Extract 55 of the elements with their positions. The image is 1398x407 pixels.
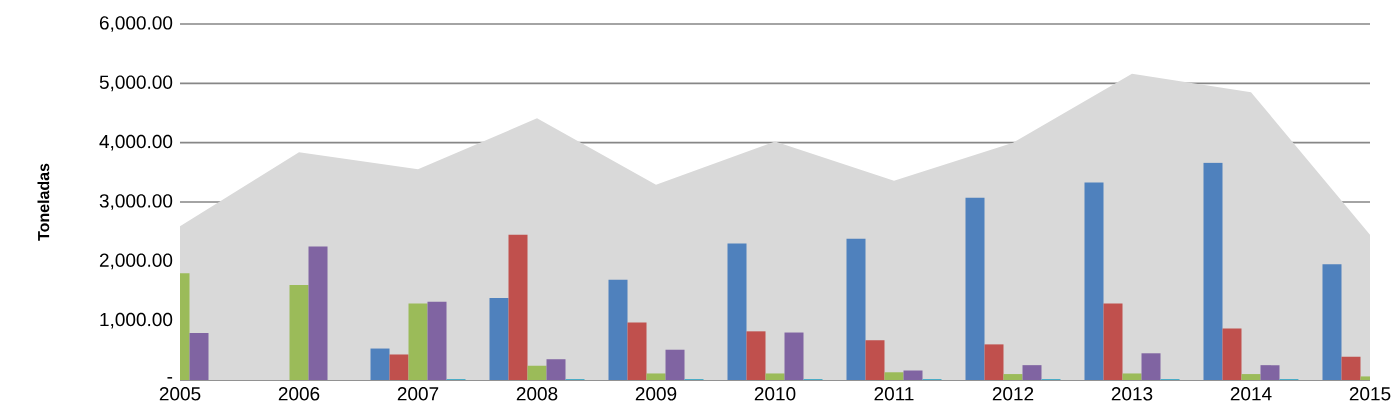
- y-tick-label: 5,000.00: [99, 75, 173, 92]
- y-axis-title: Toneladas: [37, 163, 50, 241]
- bar: [489, 298, 509, 380]
- x-tick-label: 2013: [1111, 386, 1153, 401]
- bar: [1022, 365, 1042, 380]
- bar: [903, 370, 923, 380]
- bar: [746, 331, 766, 380]
- bar: [1141, 353, 1161, 380]
- x-tick-label: 2011: [874, 386, 914, 401]
- bar: [1322, 264, 1342, 380]
- bar: [665, 349, 685, 380]
- bar: [1103, 303, 1123, 380]
- bar: [765, 373, 785, 380]
- bar: [408, 303, 428, 380]
- x-tick-label: 2012: [992, 386, 1034, 401]
- x-tick-label: 2009: [635, 386, 677, 401]
- bar: [289, 284, 309, 380]
- x-tick-label: 2007: [397, 386, 439, 401]
- bar: [865, 340, 885, 380]
- bar: [308, 246, 328, 380]
- x-tick-label: 2014: [1230, 386, 1272, 401]
- y-tick-label: 2,000.00: [99, 253, 173, 270]
- bar: [1222, 328, 1242, 380]
- bar: [965, 197, 985, 380]
- bar: [727, 243, 747, 380]
- bar: [884, 372, 904, 380]
- x-tick-label: 2008: [516, 386, 558, 401]
- bar: [646, 373, 666, 380]
- bar: [427, 301, 447, 380]
- x-tick-label: 2015: [1349, 386, 1391, 401]
- bar: [608, 279, 628, 380]
- bar: [508, 234, 528, 380]
- x-tick-label: 2005: [159, 386, 201, 401]
- bar: [1003, 373, 1023, 380]
- bar: [627, 322, 647, 380]
- y-tick-label: 3,000.00: [99, 194, 173, 210]
- x-tick-label: 2006: [278, 386, 320, 401]
- bar: [1084, 182, 1104, 380]
- bar: [1260, 365, 1280, 380]
- bar: [370, 348, 390, 380]
- y-tick-label: 6,000.00: [99, 16, 173, 32]
- bar: [846, 238, 866, 380]
- bar: [784, 332, 804, 380]
- bar: [546, 359, 566, 380]
- bar: [1122, 373, 1142, 380]
- bar: [1241, 373, 1261, 380]
- bar: [389, 354, 409, 380]
- bar: [527, 365, 547, 380]
- x-tick-label: 2010: [754, 386, 796, 401]
- bar: [1341, 356, 1361, 380]
- y-tick-label: 4,000.00: [99, 134, 173, 151]
- y-tick-label: -: [167, 377, 173, 379]
- bar: [984, 344, 1004, 380]
- y-tick-label: 1,000.00: [100, 312, 173, 329]
- bar: [1203, 162, 1223, 380]
